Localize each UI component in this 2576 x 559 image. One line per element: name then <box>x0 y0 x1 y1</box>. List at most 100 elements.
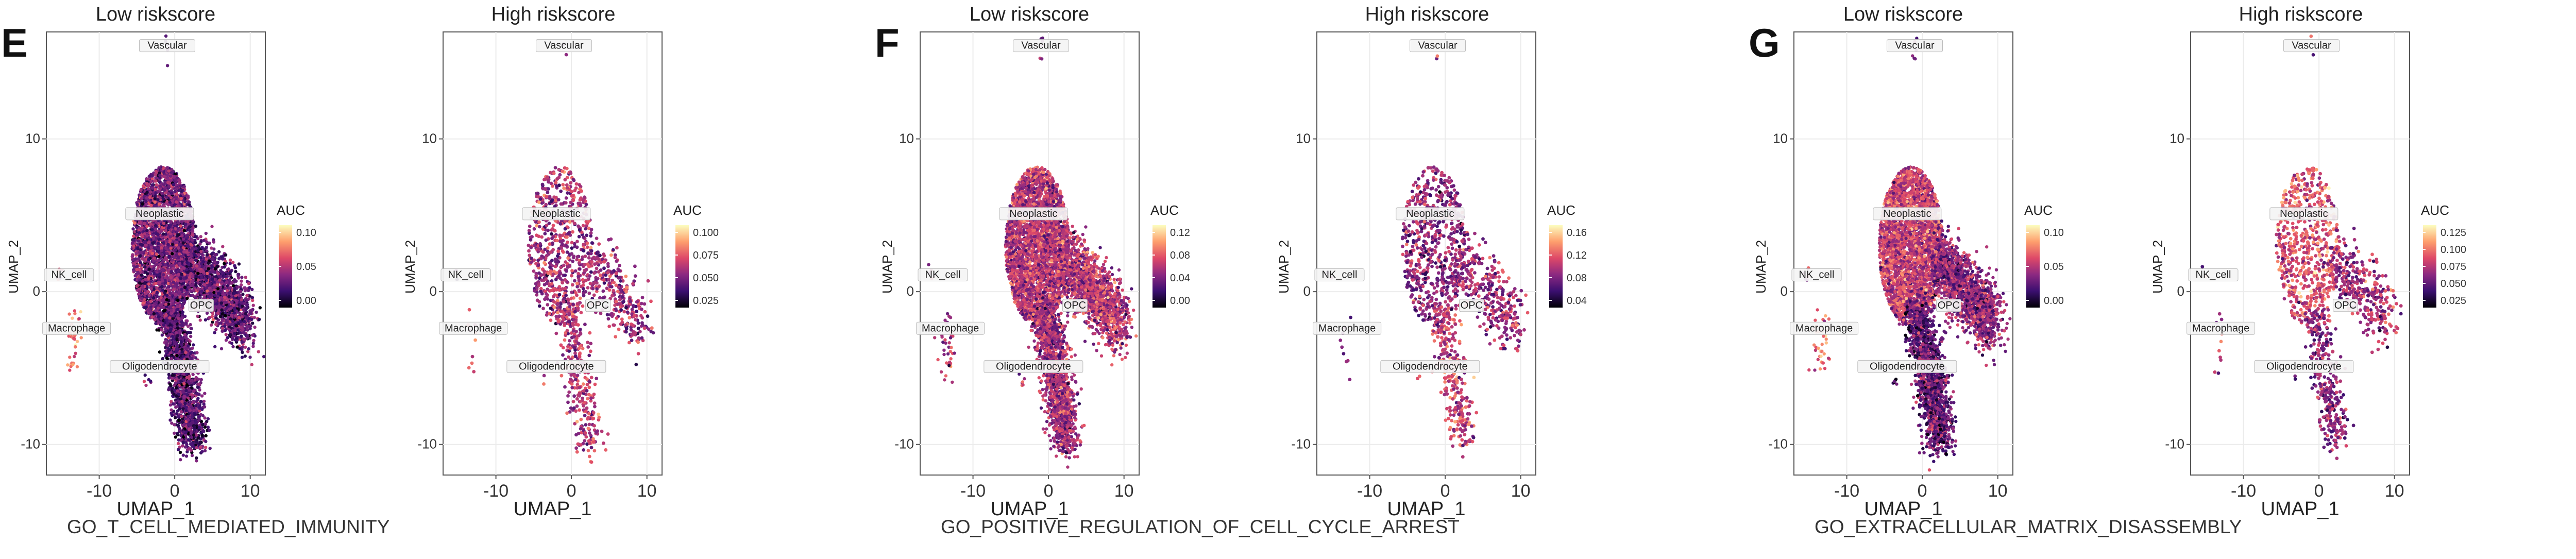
data-point <box>138 264 142 267</box>
data-point <box>171 252 174 256</box>
data-point <box>175 293 178 297</box>
data-point <box>213 331 216 334</box>
data-point <box>204 231 208 235</box>
data-point <box>240 301 244 304</box>
data-point <box>144 199 148 204</box>
data-point <box>133 274 137 278</box>
data-point <box>223 329 227 332</box>
data-point <box>150 315 154 319</box>
data-point <box>195 268 199 272</box>
data-point <box>182 185 186 189</box>
data-point <box>195 459 198 463</box>
data-point <box>186 270 190 274</box>
data-point <box>219 347 224 351</box>
data-point <box>182 289 186 292</box>
data-point <box>231 345 235 349</box>
data-point <box>213 306 217 310</box>
data-point <box>205 240 209 244</box>
data-point <box>205 246 208 249</box>
data-point <box>174 269 178 273</box>
data-point <box>180 273 183 276</box>
data-point <box>140 193 144 196</box>
data-point <box>161 260 165 263</box>
data-point <box>221 327 225 330</box>
data-point <box>209 289 213 292</box>
data-point <box>163 263 167 266</box>
data-point <box>221 312 224 316</box>
data-point <box>154 224 158 228</box>
data-point <box>185 291 189 294</box>
data-point <box>154 188 158 191</box>
data-point <box>155 273 159 277</box>
data-point <box>132 238 135 242</box>
data-point <box>218 315 223 318</box>
data-point <box>248 294 252 298</box>
data-point <box>215 264 219 268</box>
data-point <box>248 355 252 359</box>
data-point <box>248 286 251 290</box>
data-point <box>240 355 244 359</box>
data-point <box>247 289 250 292</box>
data-point <box>226 336 229 340</box>
data-point <box>152 256 157 260</box>
data-point <box>148 270 152 275</box>
data-point <box>245 325 249 329</box>
data-point <box>251 303 255 307</box>
data-point <box>188 202 191 207</box>
data-point <box>198 242 202 246</box>
data-point <box>164 246 168 250</box>
data-point <box>157 255 161 258</box>
data-point <box>212 240 216 244</box>
data-point <box>145 224 149 228</box>
data-point <box>131 258 135 262</box>
data-point <box>147 293 151 297</box>
data-point <box>180 298 184 302</box>
data-point <box>225 289 229 293</box>
data-point <box>154 281 158 285</box>
data-point <box>161 289 165 292</box>
data-point <box>189 272 193 276</box>
data-point <box>164 229 167 233</box>
data-point <box>140 296 144 300</box>
data-point <box>224 307 228 311</box>
data-point <box>232 303 235 307</box>
data-point <box>241 345 244 349</box>
data-point <box>185 240 190 244</box>
data-point <box>191 372 195 377</box>
panel-e: E Low riskscore Vascular Neoplastic NK_cell… <box>0 0 874 559</box>
data-point <box>247 297 251 301</box>
data-point <box>250 363 253 366</box>
data-point <box>139 243 143 246</box>
data-point <box>192 253 196 257</box>
data-point <box>173 222 177 226</box>
data-point <box>231 261 235 264</box>
data-point <box>240 334 243 338</box>
data-point <box>221 329 224 333</box>
data-point <box>139 227 143 231</box>
data-point <box>161 292 164 296</box>
data-point <box>175 253 178 257</box>
data-point <box>168 418 172 422</box>
data-point <box>224 333 228 336</box>
data-point <box>175 200 178 204</box>
data-point <box>171 266 175 270</box>
data-point <box>170 203 173 207</box>
data-point <box>217 250 221 253</box>
data-point <box>185 257 189 261</box>
data-point <box>211 312 215 315</box>
data-point <box>211 320 214 324</box>
data-point <box>162 241 166 245</box>
data-point <box>145 191 149 194</box>
data-point <box>168 291 172 295</box>
data-point <box>250 287 254 292</box>
data-point <box>198 282 202 286</box>
data-point <box>149 287 153 291</box>
data-point <box>177 233 180 236</box>
data-point <box>187 253 190 257</box>
data-point <box>196 272 200 275</box>
data-point <box>214 328 218 331</box>
data-point <box>180 234 184 238</box>
data-point <box>138 290 141 294</box>
data-point <box>152 287 156 291</box>
data-point <box>154 173 158 176</box>
